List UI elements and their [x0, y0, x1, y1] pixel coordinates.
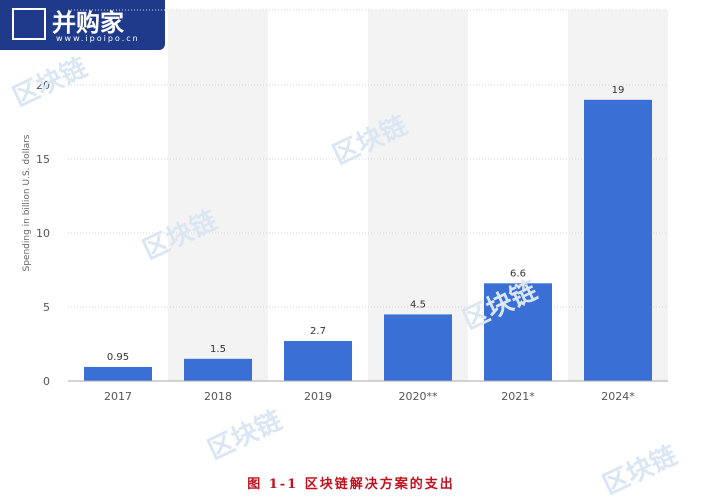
x-tick-label: 2017	[104, 390, 132, 403]
logo: 并购家 www.ipoipo.cn	[0, 0, 165, 50]
x-tick-label: 2020**	[399, 390, 438, 403]
bar	[384, 314, 452, 381]
x-tick-label: 2019	[304, 390, 332, 403]
bar-chart: 0 5 10 15 20 0.95 2017 1.5 2018 2.7 2019 4.5 2020** 6…	[22, 9, 668, 403]
logo-text: 并购家	[52, 9, 124, 37]
data-label: 0.95	[107, 352, 129, 363]
data-label: 19	[612, 85, 625, 96]
bar	[84, 366, 152, 381]
bar	[484, 283, 552, 381]
background-band	[168, 10, 268, 381]
bar	[284, 341, 352, 381]
y-tick-label: 0	[43, 375, 50, 388]
y-tick-label: 15	[36, 153, 50, 166]
y-tick-label: 5	[43, 301, 50, 314]
bar	[184, 358, 252, 381]
y-axis-title: Spending in billion U.S. dollars	[22, 134, 32, 271]
x-tick-label: 2021*	[501, 390, 535, 403]
data-label: 2.7	[310, 326, 326, 337]
figure-caption: 图 1-1 区块链解决方案的支出	[247, 477, 455, 492]
bar	[584, 99, 652, 382]
y-tick-label: 20	[36, 79, 50, 92]
y-tick-label: 10	[36, 227, 50, 240]
data-label: 1.5	[210, 344, 226, 355]
logo-url: www.ipoipo.cn	[56, 34, 140, 43]
x-tick-label: 2024*	[601, 390, 635, 403]
x-tick-label: 2018	[204, 390, 232, 403]
data-label: 6.6	[510, 268, 526, 279]
chart-logo-icon	[12, 8, 46, 40]
data-label: 4.5	[410, 299, 426, 310]
